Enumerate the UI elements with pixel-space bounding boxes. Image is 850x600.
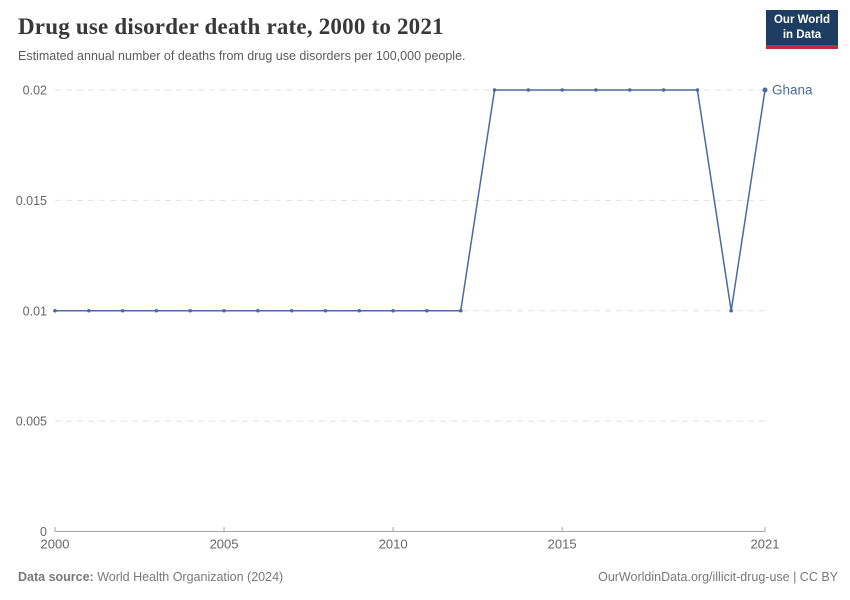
owid-cc-link[interactable]: OurWorldinData.org/illicit-drug-use | CC… bbox=[598, 570, 838, 584]
y-tick-label: 0.015 bbox=[16, 194, 47, 208]
x-tick-label: 2021 bbox=[751, 537, 780, 552]
data-point-marker bbox=[560, 88, 564, 92]
x-tick-label: 2015 bbox=[548, 537, 577, 552]
data-point-marker bbox=[458, 308, 463, 313]
y-tick-label: 0.005 bbox=[16, 415, 47, 429]
y-tick-label: 0 bbox=[40, 525, 47, 539]
data-point-marker bbox=[526, 88, 531, 92]
owid-logo-line1: Our World bbox=[773, 14, 830, 27]
x-tick-label: 2000 bbox=[41, 537, 70, 552]
y-tick-label: 0.01 bbox=[23, 304, 47, 318]
data-point-marker bbox=[695, 88, 700, 92]
data-point-marker bbox=[323, 308, 328, 313]
data-point-marker bbox=[222, 308, 226, 313]
chart-title: Drug use disorder death rate, 2000 to 20… bbox=[18, 14, 444, 39]
chart-subtitle: Estimated annual number of deaths from d… bbox=[18, 48, 466, 63]
data-point-marker bbox=[87, 308, 91, 313]
data-source-label: Data source: bbox=[18, 570, 94, 584]
data-point-marker bbox=[627, 88, 632, 92]
x-tick-label: 2010 bbox=[379, 537, 408, 552]
data-source-value: World Health Organization (2024) bbox=[97, 570, 284, 584]
data-point-marker bbox=[53, 308, 57, 313]
data-point-marker bbox=[188, 308, 193, 313]
data-point-marker bbox=[289, 308, 294, 313]
data-point-marker bbox=[492, 88, 497, 92]
owid-logo[interactable]: Our World in Data bbox=[766, 10, 838, 49]
data-point-marker bbox=[256, 308, 260, 313]
data-point-marker bbox=[391, 308, 395, 313]
data-point-marker bbox=[729, 308, 733, 313]
y-tick-label: 0.02 bbox=[23, 84, 47, 98]
data-point-marker bbox=[154, 308, 159, 313]
data-point-marker bbox=[357, 308, 362, 313]
data-point-marker bbox=[425, 308, 429, 313]
data-point-marker bbox=[762, 87, 768, 93]
entity-label-ghana: Ghana bbox=[772, 83, 813, 98]
data-source: Data source: World Health Organization (… bbox=[18, 570, 283, 584]
data-point-marker bbox=[594, 88, 598, 92]
chart-header: Drug use disorder death rate, 2000 to 20… bbox=[18, 13, 750, 64]
owid-logo-line2: in Data bbox=[782, 28, 822, 41]
x-tick-label: 2005 bbox=[210, 537, 239, 552]
series-line-ghana bbox=[55, 89, 766, 312]
chart-footer: Data source: World Health Organization (… bbox=[18, 570, 838, 584]
data-point-marker bbox=[661, 88, 666, 92]
data-point-marker bbox=[120, 308, 125, 313]
